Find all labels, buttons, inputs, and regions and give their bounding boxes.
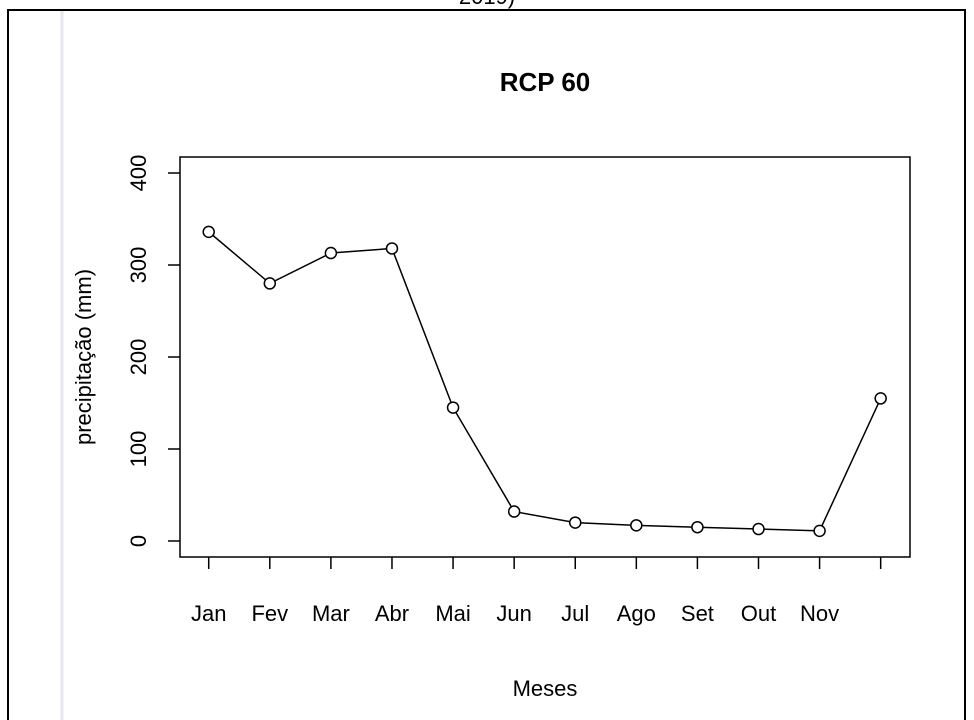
y-tick-label: 200 <box>126 339 151 376</box>
data-point <box>385 242 399 255</box>
data-point <box>324 246 338 260</box>
y-tick-label: 400 <box>126 155 151 192</box>
data-point <box>263 277 277 290</box>
x-tick-label: Mar <box>312 601 350 626</box>
data-point <box>630 519 643 532</box>
data-point <box>568 516 582 529</box>
x-tick-label: Fev <box>251 601 288 626</box>
x-tick-label: Mai <box>435 601 470 626</box>
data-point <box>691 520 704 534</box>
x-tick-label: Jan <box>191 601 226 626</box>
data-point <box>202 225 215 239</box>
x-axis-label: Meses <box>513 676 578 701</box>
data-point <box>446 401 460 414</box>
data-point <box>813 524 826 538</box>
x-tick-label: Jul <box>561 601 589 626</box>
x-tick-label: Abr <box>375 601 409 626</box>
data-point <box>752 522 765 536</box>
y-tick-label: 0 <box>126 535 151 547</box>
data-line <box>208 231 882 532</box>
y-axis-label: precipitação (mm) <box>71 269 96 445</box>
x-tick-label: Jun <box>496 601 531 626</box>
x-tick-label: Ago <box>617 601 656 626</box>
x-tick-label: Out <box>741 601 776 626</box>
frame <box>7 9 966 720</box>
y-tick-label: 300 <box>126 247 151 284</box>
chart-title: RCP 60 <box>500 67 591 97</box>
data-point <box>507 505 521 518</box>
data-point <box>874 392 887 405</box>
x-tick-label: Set <box>681 601 714 626</box>
y-tick-label: 100 <box>126 431 151 468</box>
x-tick-label: Nov <box>800 601 839 626</box>
caption-fragment: 2019) <box>459 0 515 9</box>
